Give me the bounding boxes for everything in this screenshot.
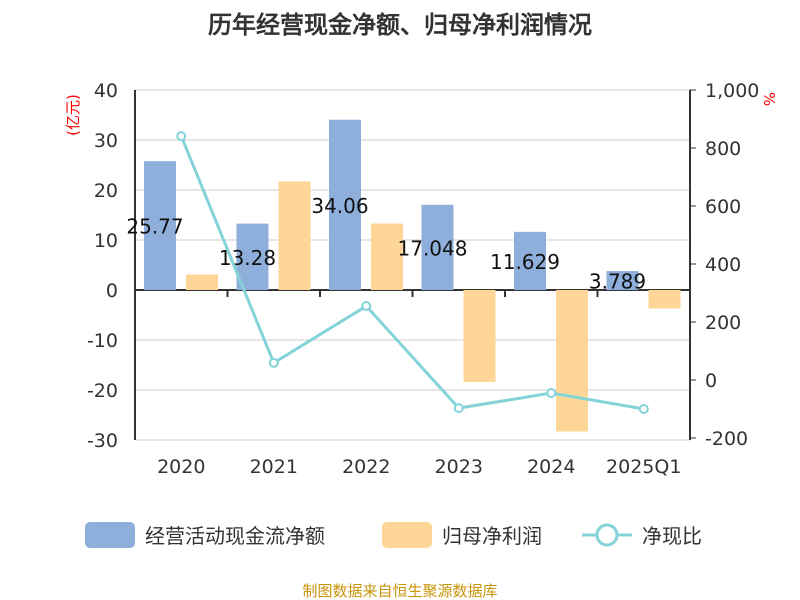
ratio-line <box>179 135 645 411</box>
data-label: 3.789 <box>589 270 646 294</box>
cash-flow-bar <box>329 119 361 290</box>
x-tick-label: 2025Q1 <box>606 456 681 478</box>
data-label: 25.77 <box>126 215 183 239</box>
y-right-tick: 800 <box>705 138 741 160</box>
legend-label: 经营活动现金流净额 <box>145 524 325 548</box>
data-label: 34.06 <box>311 194 368 218</box>
ratio-point <box>638 404 649 414</box>
y-right-tick: 1,000 <box>705 80 759 102</box>
ratio-point <box>268 357 279 368</box>
y-left-tick: -10 <box>87 330 118 352</box>
net-profit-bar <box>186 274 218 290</box>
x-tick-label: 2021 <box>250 456 298 478</box>
cash-flow-bar <box>236 223 269 290</box>
legend-swatch-cash-flow <box>85 522 135 548</box>
y-left-tick: -20 <box>87 380 118 402</box>
chart-title: 历年经营现金净额、归母净利润情况 <box>208 11 592 39</box>
y-left-tick: 0 <box>106 280 118 302</box>
cash-flow-bar <box>421 204 454 290</box>
data-label: 17.048 <box>398 236 468 260</box>
x-tick-label: 2023 <box>435 456 483 478</box>
legend-label: 净现比 <box>642 524 702 548</box>
x-tick-label: 2020 <box>157 456 205 478</box>
y-right-tick: 0 <box>705 370 717 392</box>
net-profit-bar <box>556 290 588 432</box>
x-tick-label: 2024 <box>527 456 575 478</box>
source-note: 制图数据来自恒生聚源数据库 <box>302 582 497 600</box>
y-right-tick: 600 <box>705 196 741 218</box>
ratio-point <box>176 131 187 142</box>
y-left-label: (亿元) <box>64 94 82 136</box>
net-profit-bar <box>463 290 496 382</box>
ratio-point <box>546 388 557 399</box>
y-left-tick: 30 <box>94 130 118 152</box>
ratio-point <box>361 301 372 312</box>
y-left-tick: -30 <box>87 430 118 452</box>
net-profit-bar <box>648 290 681 309</box>
y-left-tick: 40 <box>94 80 118 102</box>
cash-flow-bar <box>144 161 176 290</box>
net-profit-bar <box>278 181 311 290</box>
y-right-tick: 200 <box>705 312 741 334</box>
y-left-tick: 20 <box>94 180 118 202</box>
y-right-label: % <box>760 92 778 106</box>
cash-flow-bar <box>514 231 546 290</box>
y-left-tick: 10 <box>94 230 118 252</box>
x-tick-label: 2022 <box>342 456 390 478</box>
legend-swatch-ratio-marker <box>595 523 619 547</box>
cash-flow-bar <box>606 271 639 290</box>
data-label: 11.629 <box>490 250 560 274</box>
net-profit-bar <box>371 223 403 290</box>
y-right-tick: 400 <box>705 254 741 276</box>
legend-swatch-net-profit <box>382 522 432 548</box>
ratio-point <box>453 403 464 414</box>
y-right-tick: -200 <box>705 428 748 450</box>
legend-label: 归母净利润 <box>442 524 542 548</box>
